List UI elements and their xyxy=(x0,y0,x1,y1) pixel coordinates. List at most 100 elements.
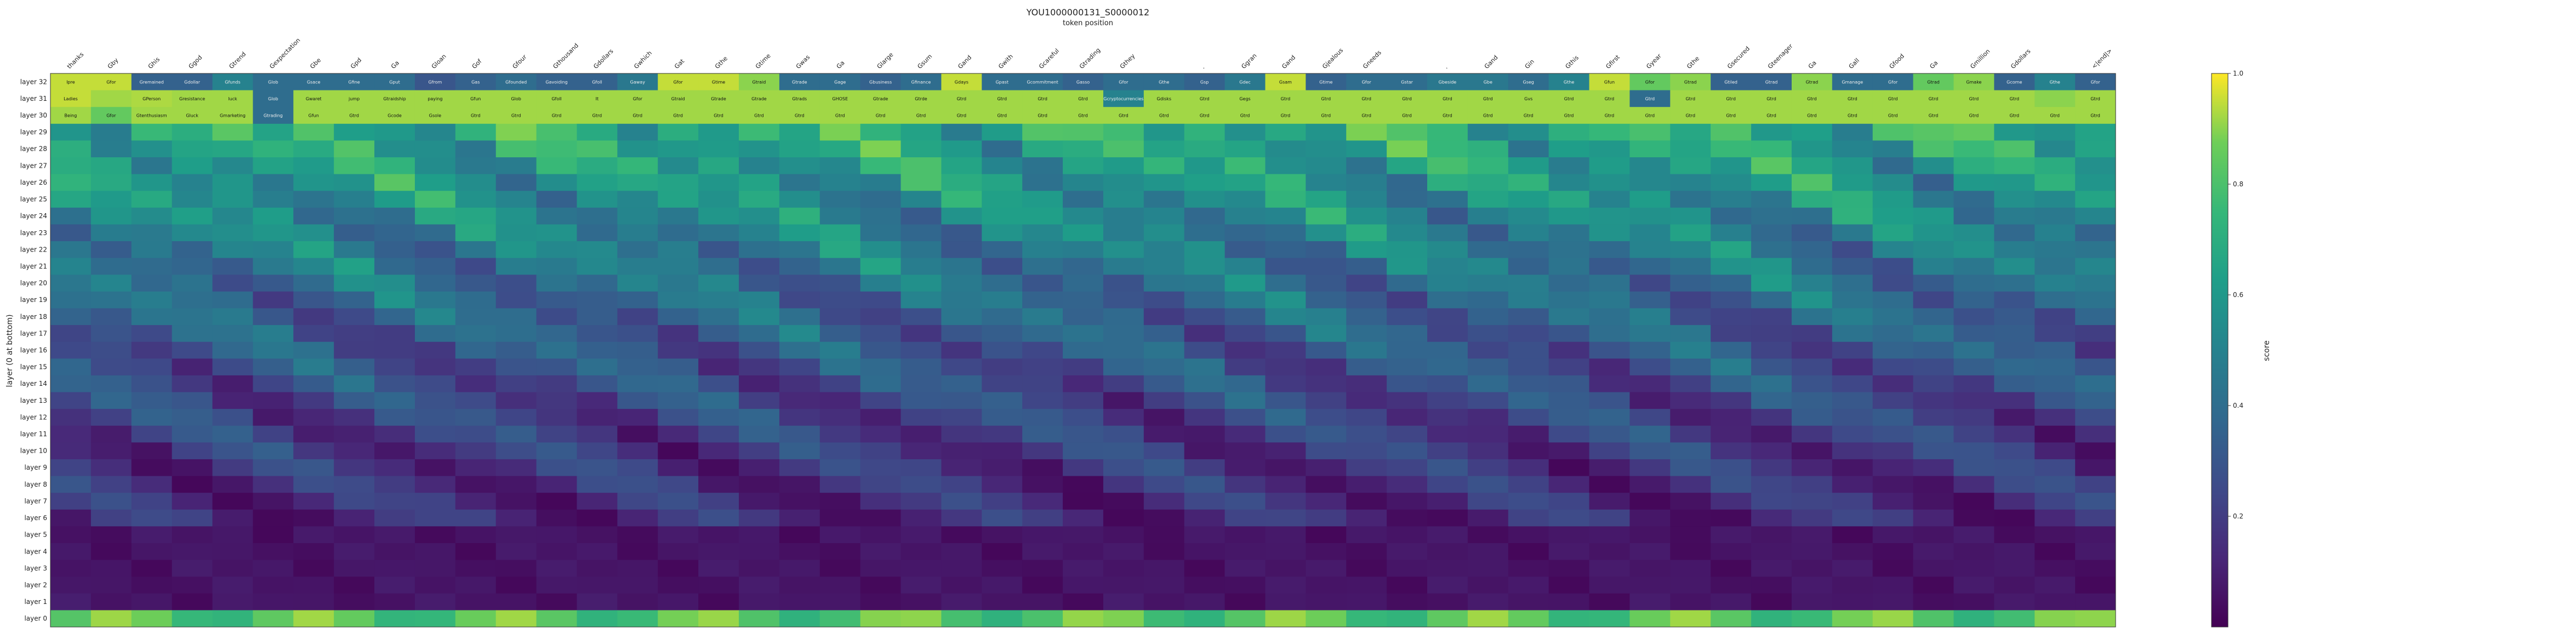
heatmap-cell xyxy=(1022,526,1063,544)
heatmap-cell xyxy=(779,409,820,426)
heatmap-cell xyxy=(1548,308,1590,326)
heatmap-cell xyxy=(941,593,982,611)
heatmap-cell xyxy=(739,459,780,477)
heatmap-cell xyxy=(1265,610,1306,628)
heatmap-cell xyxy=(698,191,739,208)
heatmap-cell xyxy=(1711,275,1752,292)
heatmap-cell xyxy=(50,73,92,91)
heatmap-cell xyxy=(2034,107,2076,124)
heatmap-cell xyxy=(1791,157,1833,175)
cell-label: Gvs xyxy=(1524,96,1532,101)
cell-label: Gegs xyxy=(1239,96,1250,101)
cell-label: Gtrd xyxy=(835,113,845,118)
heatmap-cell xyxy=(50,123,92,141)
heatmap-cell xyxy=(698,526,739,544)
heatmap-cell xyxy=(1872,73,1914,91)
heatmap-cell xyxy=(172,107,213,124)
heatmap-cell xyxy=(1670,593,1711,611)
x-tick-label: Gsecured xyxy=(1726,45,1751,70)
heatmap-cell xyxy=(414,325,456,343)
x-tick-label: Gand xyxy=(1483,54,1500,70)
heatmap-cell xyxy=(941,90,982,107)
heatmap-cell xyxy=(293,275,334,292)
heatmap-cell xyxy=(1103,392,1144,409)
heatmap-cell xyxy=(1306,459,1347,477)
heatmap-cell xyxy=(2034,325,2076,343)
heatmap-cell xyxy=(374,526,415,544)
heatmap-cell xyxy=(1994,241,2035,259)
heatmap-cell xyxy=(1224,593,1266,611)
heatmap-cell xyxy=(1265,73,1306,91)
heatmap-cell xyxy=(1224,191,1266,208)
heatmap-cell xyxy=(2075,543,2116,561)
cell-label: Gtrd xyxy=(1929,113,1939,118)
heatmap-cell xyxy=(1589,476,1630,493)
y-tick-label: layer 30 xyxy=(20,112,47,119)
heatmap-cell xyxy=(1427,123,1468,141)
heatmap-cell xyxy=(1265,493,1306,510)
heatmap-cell xyxy=(1387,493,1428,510)
heatmap-cell xyxy=(1994,107,2035,124)
heatmap-cell xyxy=(1711,157,1752,175)
heatmap-cell xyxy=(1224,140,1266,158)
x-tick-label: Gloan xyxy=(430,53,448,70)
heatmap-cell xyxy=(1589,493,1630,510)
heatmap-cell xyxy=(1103,107,1144,124)
heatmap-cell xyxy=(455,442,497,460)
heatmap-cell xyxy=(1143,476,1185,493)
heatmap-cell xyxy=(1022,191,1063,208)
heatmap-cell xyxy=(455,409,497,426)
heatmap-cell xyxy=(577,157,618,175)
heatmap-cell xyxy=(1872,224,1914,242)
heatmap-cell xyxy=(293,123,334,141)
heatmap-cell xyxy=(982,325,1023,343)
cell-label: Gtrd xyxy=(2050,113,2060,118)
heatmap-cell xyxy=(50,375,92,393)
heatmap-cell xyxy=(1629,577,1671,594)
heatmap-cell xyxy=(1548,593,1590,611)
cell-label: Gtrd xyxy=(1766,113,1776,118)
heatmap-cell xyxy=(455,459,497,477)
cell-label: GHOSE xyxy=(832,96,848,101)
heatmap-cell xyxy=(90,476,132,493)
heatmap-cell xyxy=(658,174,699,191)
heatmap-cell xyxy=(495,459,537,477)
heatmap-cell xyxy=(536,526,577,544)
heatmap-cell xyxy=(1022,409,1063,426)
heatmap-cell xyxy=(982,442,1023,460)
heatmap-cell xyxy=(617,493,658,510)
heatmap-cell xyxy=(455,140,497,158)
cell-label: It xyxy=(596,96,599,101)
heatmap-cell xyxy=(2034,577,2076,594)
heatmap-cell xyxy=(1184,207,1226,225)
heatmap-cell xyxy=(1832,493,1873,510)
heatmap-cell xyxy=(131,425,173,443)
heatmap-cell xyxy=(1063,157,1104,175)
heatmap-cell xyxy=(779,174,820,191)
cell-label: Gtrade xyxy=(711,96,726,101)
heatmap-cell xyxy=(1670,140,1711,158)
heatmap-cell xyxy=(901,560,942,577)
cell-label: Gfunds xyxy=(225,79,240,84)
heatmap-cell xyxy=(131,442,173,460)
heatmap-cell xyxy=(1467,392,1509,409)
cell-label: Gtrd xyxy=(1483,113,1493,118)
heatmap-cell xyxy=(50,291,92,309)
heatmap-cell xyxy=(779,123,820,141)
heatmap-cell xyxy=(1953,325,1994,343)
heatmap-cell xyxy=(698,224,739,242)
y-tick-label: layer 9 xyxy=(24,464,47,471)
heatmap-cell xyxy=(414,610,456,628)
heatmap-cell xyxy=(1467,593,1509,611)
heatmap-cell xyxy=(1467,577,1509,594)
heatmap-cell xyxy=(1711,73,1752,91)
heatmap-cell xyxy=(1629,258,1671,275)
heatmap-cell xyxy=(1387,425,1428,443)
heatmap-cell xyxy=(860,392,902,409)
cell-label: Gtime xyxy=(712,79,725,84)
heatmap-cell xyxy=(1103,308,1144,326)
heatmap-cell xyxy=(455,560,497,577)
heatmap-cell xyxy=(374,258,415,275)
cell-label: Gtrd xyxy=(957,96,967,101)
heatmap-cell xyxy=(2034,526,2076,544)
